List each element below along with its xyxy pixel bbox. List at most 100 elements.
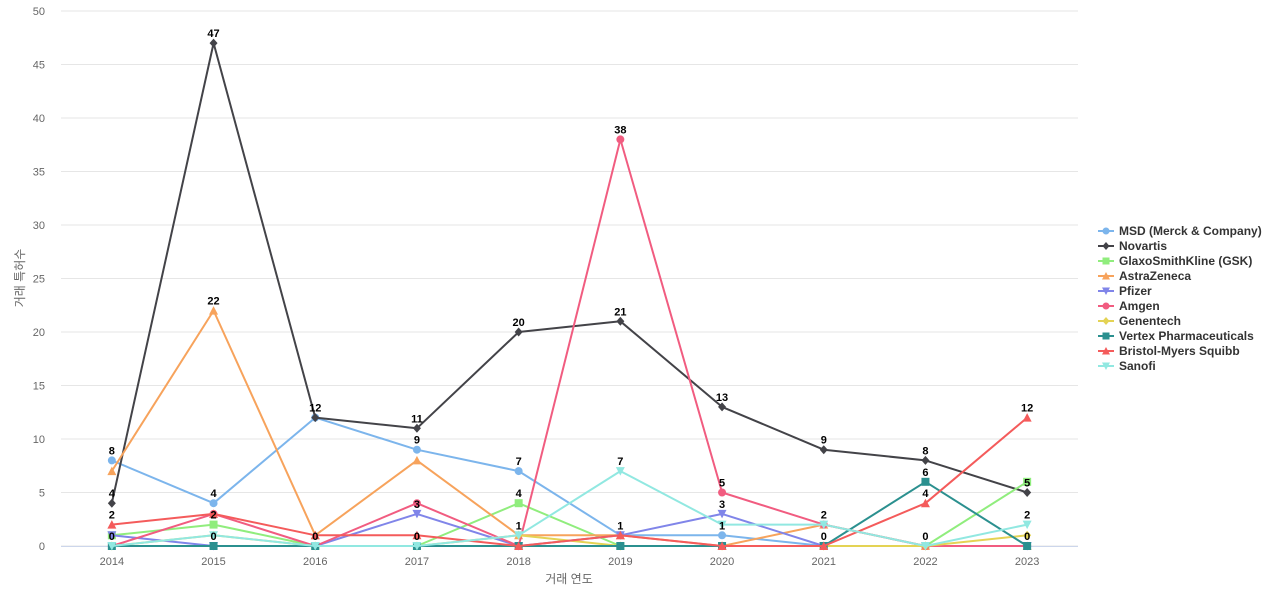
data-point [107, 498, 116, 508]
legend-label: Amgen [1119, 299, 1160, 313]
data-label: 2 [109, 510, 115, 522]
data-point [1023, 477, 1032, 486]
data-point [514, 541, 524, 550]
data-point [209, 542, 218, 550]
data-label: 9 [414, 435, 420, 447]
data-point [412, 423, 421, 433]
series-line [111, 480, 1028, 547]
legend-item-astrazeneca[interactable]: AstraZeneca [1098, 269, 1191, 283]
legend-label: AstraZeneca [1119, 269, 1191, 283]
legend-item-glaxosmithkline-gsk[interactable]: GlaxoSmithKline (GSK) [1098, 254, 1252, 268]
data-point [412, 455, 422, 465]
data-point [107, 456, 116, 465]
data-point [920, 498, 930, 508]
x-axis-title: 거래 연도 [545, 572, 593, 586]
data-label: 0 [414, 531, 420, 543]
x-tick-label: 2018 [506, 556, 530, 568]
legend-label: Novartis [1119, 239, 1167, 253]
y-tick-label: 30 [33, 220, 45, 232]
data-point [107, 520, 117, 529]
y-tick-label: 15 [33, 381, 45, 393]
data-point [615, 530, 625, 540]
data-point [717, 509, 727, 519]
data-label: 1 [516, 520, 522, 532]
data-label: 6 [922, 467, 928, 479]
data-point [107, 531, 117, 540]
data-label: 0 [821, 531, 827, 543]
x-tick-label: 2021 [812, 556, 836, 568]
legend-item-sanofi[interactable]: Sanofi [1098, 359, 1156, 373]
data-point [1023, 488, 1032, 497]
series-lines [107, 38, 1032, 551]
data-label: 11 [411, 413, 423, 425]
data-point [615, 467, 625, 476]
series-line [111, 416, 1028, 547]
data-labels: 8420472242012011930207413821711353192086… [109, 28, 1033, 543]
data-label: 22 [207, 296, 219, 308]
data-point [819, 520, 829, 530]
legend-label: Bristol-Myers Squibb [1119, 344, 1240, 358]
data-label: 4 [210, 488, 217, 500]
legend-item-novartis[interactable]: Novartis [1098, 239, 1167, 253]
data-point [412, 499, 421, 508]
y-tick-label: 50 [33, 6, 45, 18]
data-point [209, 520, 218, 529]
data-label: 3 [719, 499, 725, 511]
data-point [1023, 542, 1032, 550]
data-label: 5 [1024, 478, 1030, 490]
series-bristol-myers-squibb [107, 413, 1032, 550]
y-tick-label: 20 [33, 327, 45, 339]
legend-symbol [1102, 302, 1110, 310]
legend-item-amgen[interactable]: Amgen [1098, 299, 1160, 313]
data-point [209, 38, 218, 48]
legend-item-bristol-myers-squibb[interactable]: Bristol-Myers Squibb [1098, 344, 1240, 358]
data-label: 20 [513, 317, 525, 329]
y-tick-label: 5 [39, 488, 45, 500]
data-label: 4 [516, 488, 523, 500]
data-point [412, 509, 422, 519]
legend-label: GlaxoSmithKline (GSK) [1119, 254, 1252, 268]
data-point [718, 488, 727, 497]
x-axis-ticks: 2014 2015 2016 2017 2018 2019 2020 2021 2022 2023 [100, 556, 1040, 568]
x-tick-label: 2014 [100, 556, 124, 568]
y-tick-label: 35 [33, 167, 45, 179]
series-msd-merck-company [107, 413, 1032, 550]
data-point [209, 509, 219, 518]
data-label: 7 [617, 456, 623, 468]
data-point [921, 455, 930, 465]
data-point [616, 316, 625, 326]
legend-symbol [1102, 272, 1110, 280]
legend-item-msd-merck-company[interactable]: MSD (Merck & Company) [1098, 224, 1262, 238]
series-line [111, 470, 1028, 547]
data-point [412, 530, 422, 540]
x-tick-label: 2020 [710, 556, 734, 568]
legend-item-vertex-pharmaceuticals[interactable]: Vertex Pharmaceuticals [1098, 329, 1254, 343]
legend-label: Pfizer [1119, 284, 1152, 298]
legend-label: Vertex Pharmaceuticals [1119, 329, 1254, 343]
data-label: 9 [821, 435, 827, 447]
legend-symbol [1102, 347, 1110, 355]
legend-label: MSD (Merck & Company) [1119, 224, 1262, 238]
series-amgen [107, 135, 1032, 550]
legend-item-pfizer[interactable]: Pfizer [1098, 284, 1152, 298]
y-tick-label: 40 [33, 113, 45, 125]
data-point [310, 530, 320, 540]
data-label: 2 [1024, 510, 1030, 522]
data-point [717, 541, 727, 550]
data-label: 0 [312, 531, 318, 543]
legend-item-genentech[interactable]: Genentech [1098, 314, 1181, 328]
data-label: 1 [719, 520, 725, 532]
data-point [107, 466, 117, 476]
data-point [920, 542, 930, 551]
data-label: 8 [922, 445, 928, 457]
data-label: 8 [109, 445, 115, 457]
data-point [514, 499, 523, 508]
x-tick-label: 2023 [1015, 556, 1039, 568]
series-sanofi [107, 467, 1032, 551]
data-point [310, 542, 320, 551]
data-label: 4 [109, 488, 116, 500]
data-point [1022, 413, 1032, 422]
data-point [412, 445, 421, 454]
data-point [514, 531, 524, 540]
